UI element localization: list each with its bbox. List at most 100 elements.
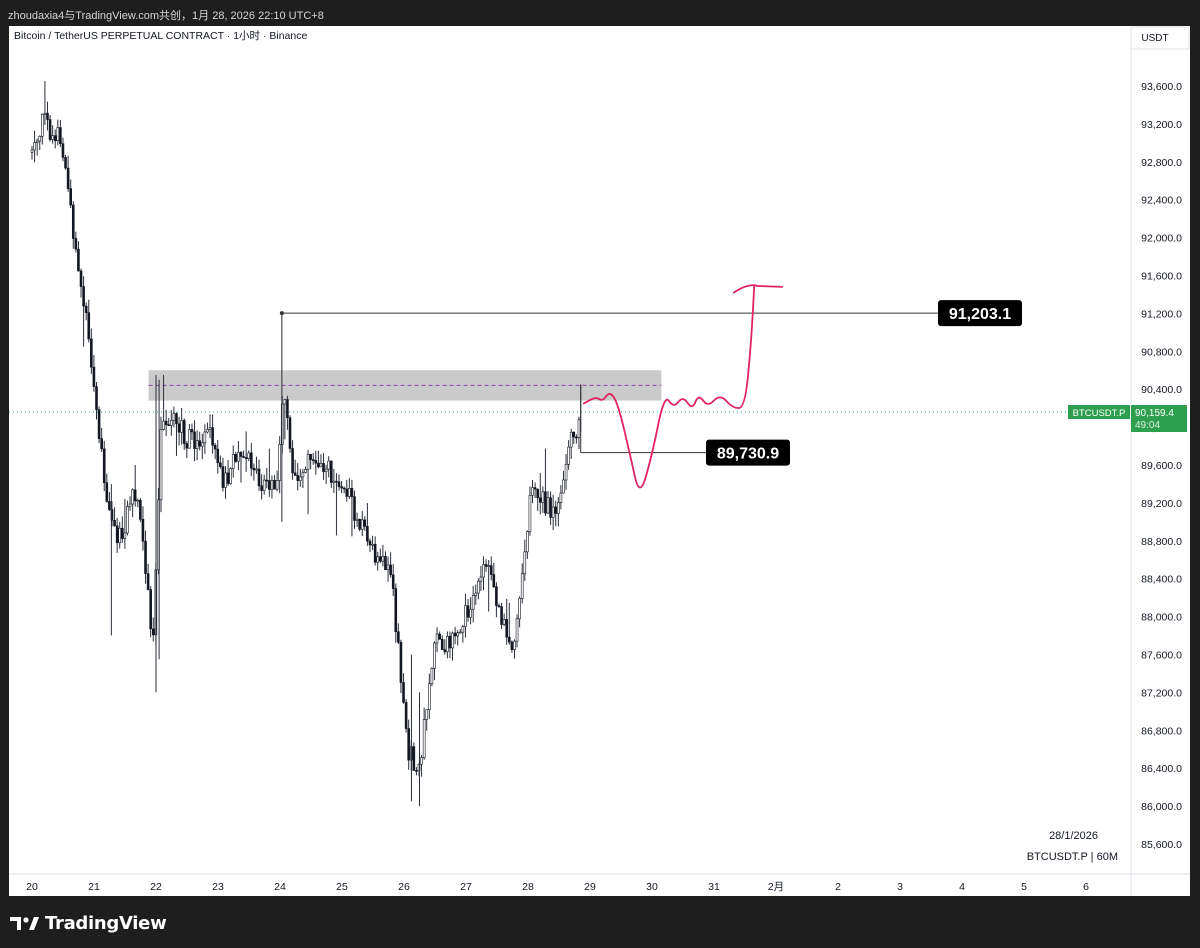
candle-body	[528, 495, 532, 532]
candle-body	[121, 527, 124, 539]
candle-body	[456, 632, 460, 637]
candle-body	[306, 453, 310, 470]
time-tick-label: 20	[26, 881, 38, 893]
candle-body	[131, 489, 134, 505]
candle-body	[79, 270, 83, 287]
candle-body	[139, 499, 142, 520]
candle-body	[74, 238, 78, 250]
candle-body	[348, 488, 351, 497]
candle-body	[386, 564, 390, 571]
candle-body	[420, 757, 423, 765]
candle-body	[368, 540, 372, 546]
candle-body	[164, 420, 168, 426]
price-tick-label: 85,600.0	[1141, 839, 1182, 851]
candle-body	[175, 413, 178, 425]
chart-title: Bitcoin / TetherUS PERPETUAL CONTRACT · …	[14, 30, 307, 42]
tradingview-logo[interactable]: TradingView	[10, 911, 167, 935]
candle-body	[567, 446, 570, 465]
candle-body	[296, 475, 300, 481]
candle-body	[337, 481, 341, 488]
projection-target-cap	[732, 284, 784, 294]
candle-body	[151, 628, 155, 636]
candle-body	[428, 683, 431, 710]
candle-body	[167, 424, 171, 427]
candle-body	[252, 467, 256, 471]
candle-body	[113, 519, 116, 527]
candle-body	[497, 605, 501, 607]
time-axis[interactable]: 20 21 22 23 24 25 26 27 28 29 30 31 2月 2 3 4 5 6	[26, 881, 1089, 893]
candle-body	[422, 719, 426, 758]
time-tick-label: 24	[274, 881, 286, 893]
candle-body	[342, 487, 346, 490]
time-tick-label: 30	[646, 881, 658, 893]
candle-body	[53, 135, 57, 142]
watermark-date: 28/1/2026	[1049, 830, 1098, 842]
candle-body	[100, 438, 103, 450]
low-level-label-box[interactable]	[706, 439, 790, 466]
candle-body	[458, 631, 462, 634]
candle-body	[195, 440, 199, 449]
price-axis[interactable]: 93,600.0 93,200.0 92,800.0 92,400.0 92,000.0…	[1141, 81, 1182, 851]
currency-label[interactable]: USDT	[1130, 26, 1190, 50]
candle-body	[384, 556, 387, 571]
candle-body	[355, 518, 359, 521]
candle-body	[451, 632, 454, 649]
price-tick-label: 89,200.0	[1141, 498, 1182, 510]
low-level-label: 89,730.9	[717, 446, 779, 463]
price-tick-label: 87,200.0	[1141, 687, 1182, 699]
candle-body	[474, 592, 478, 596]
candle-body	[397, 631, 400, 643]
symbol-tag-label: BTCUSDT.P	[1073, 408, 1126, 419]
candle-body	[549, 497, 552, 518]
candle-body	[502, 619, 506, 625]
resistance-zone-layer	[9, 370, 1131, 413]
price-tick-label: 89,600.0	[1141, 460, 1182, 472]
candle-body	[87, 312, 91, 340]
candle-body	[123, 532, 127, 539]
projection-layer	[582, 284, 784, 489]
candle-body	[507, 636, 511, 643]
candle-body	[41, 113, 44, 137]
candle-body	[265, 479, 269, 482]
candle-body	[291, 448, 294, 474]
tradingview-logo-icon	[10, 917, 39, 930]
candle-body	[77, 248, 80, 272]
candle-body	[211, 427, 214, 446]
candle-body	[84, 305, 88, 313]
candle-body	[48, 119, 52, 140]
candle-body	[559, 492, 563, 503]
time-tick-label: 22	[150, 881, 162, 893]
candle-body	[466, 605, 470, 618]
candlestick-series	[30, 81, 582, 807]
candle-body	[324, 468, 328, 473]
candle-body	[185, 443, 189, 449]
candle-body	[492, 574, 496, 587]
tradingview-logo-text: TradingView	[45, 912, 167, 934]
time-tick-label: 23	[212, 881, 224, 893]
candle-body	[394, 588, 398, 633]
candle-body	[108, 501, 111, 510]
candle-body	[430, 668, 434, 685]
symbol-tag-box[interactable]	[1068, 404, 1130, 419]
candle-body	[82, 286, 85, 307]
price-tick-label: 87,600.0	[1141, 650, 1182, 662]
candle-body	[453, 632, 457, 637]
candle-body	[391, 574, 395, 589]
price-tick-label: 86,800.0	[1141, 725, 1182, 737]
candle-body	[438, 633, 441, 640]
candle-body	[495, 586, 498, 606]
price-level-layer: 91,203.1 89,730.9	[279, 300, 1022, 466]
candle-body	[407, 728, 410, 761]
candle-body	[141, 519, 145, 542]
candle-body	[221, 466, 225, 488]
current-price-tag-box[interactable]	[1131, 404, 1187, 432]
candle-body	[461, 626, 465, 633]
candle-body	[518, 598, 521, 620]
candle-body	[229, 468, 232, 484]
candle-body	[435, 633, 439, 644]
candle-body	[260, 485, 263, 491]
price-tick-label: 90,800.0	[1141, 346, 1182, 358]
high-level-label-box[interactable]	[938, 300, 1022, 327]
high-level-anchor	[279, 311, 284, 316]
